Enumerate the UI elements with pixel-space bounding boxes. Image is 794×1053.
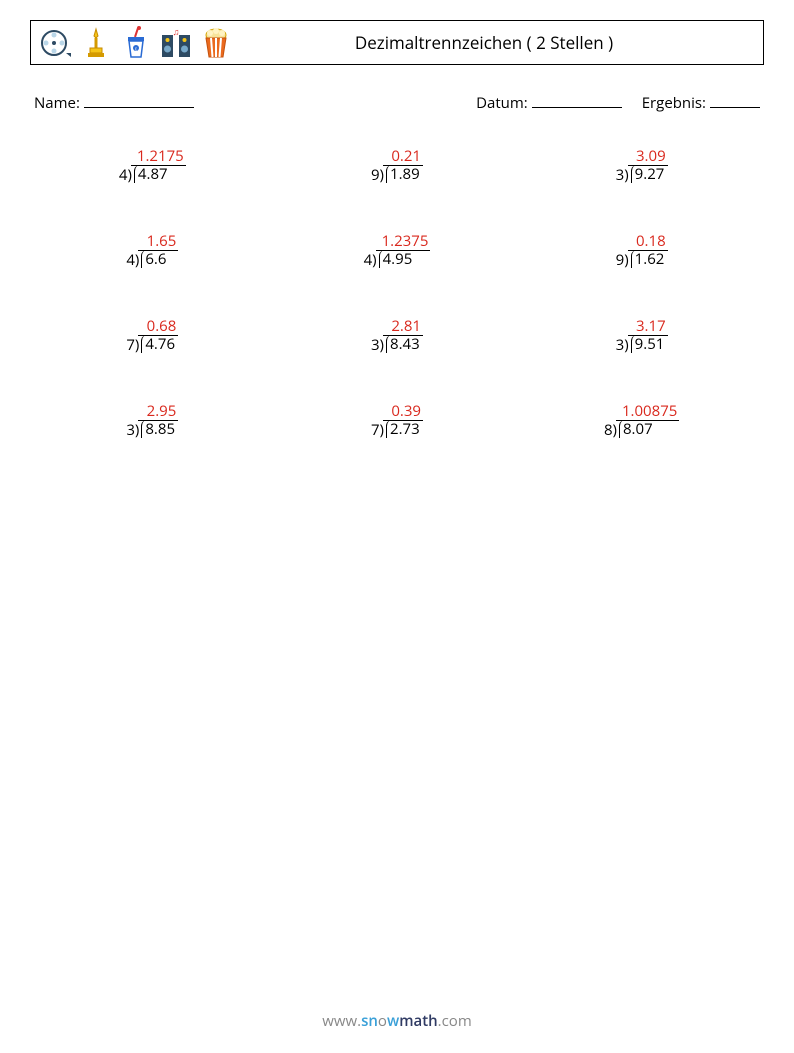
footer-sn: sn — [361, 1011, 378, 1031]
popcorn-icon — [199, 26, 233, 60]
divisor: 9) — [616, 251, 631, 269]
dividend: 1.62 — [635, 249, 667, 269]
header-box: c ♫ — [30, 20, 764, 65]
problem: 2.813)8.43 — [275, 317, 520, 354]
problem: 3.173)9.51 — [519, 317, 764, 354]
footer-www: www. — [322, 1011, 361, 1031]
date-label: Datum: — [476, 93, 528, 113]
footer-com: .com — [438, 1011, 472, 1031]
problem: 1.23754)4.95 — [275, 232, 520, 269]
divisor: 8) — [604, 421, 619, 439]
problem: 0.397)2.73 — [275, 402, 520, 439]
problem: 3.093)9.27 — [519, 147, 764, 184]
problem: 1.008758)8.07 — [519, 402, 764, 439]
result-label: Ergebnis: — [642, 93, 706, 113]
info-line: Name: Datum: Ergebnis: — [30, 93, 764, 113]
divisor: 3) — [371, 336, 386, 354]
header-icons: c ♫ — [39, 26, 233, 60]
footer-w: w — [387, 1011, 399, 1031]
divisor: 3) — [616, 336, 631, 354]
soda-cup-icon: c — [119, 26, 153, 60]
name-blank — [84, 107, 194, 108]
dividend: 4.95 — [383, 249, 415, 269]
divisor: 3) — [126, 421, 141, 439]
problems-grid: 1.21754)4.870.219)1.893.093)9.27 1.654)6.… — [30, 147, 764, 439]
footer-o: o — [378, 1011, 387, 1031]
problem: 1.654)6.6 — [30, 232, 275, 269]
dividend: 8.07 — [623, 419, 655, 439]
name-label: Name: — [34, 93, 80, 113]
dividend: 4.87 — [138, 164, 170, 184]
divisor: 4) — [126, 251, 141, 269]
dividend: 9.51 — [635, 334, 667, 354]
problem: 0.189)1.62 — [519, 232, 764, 269]
divisor: 4) — [364, 251, 379, 269]
dividend: 8.43 — [390, 334, 422, 354]
speakers-icon: ♫ — [159, 26, 193, 60]
dividend: 1.89 — [390, 164, 422, 184]
svg-text:♫: ♫ — [173, 26, 180, 38]
film-reel-icon — [39, 26, 73, 60]
footer-math: math — [399, 1011, 437, 1031]
problem: 0.687)4.76 — [30, 317, 275, 354]
footer-url: www.snowmath.com — [0, 1011, 794, 1031]
worksheet-title: Dezimaltrennzeichen ( 2 Stellen ) — [233, 31, 755, 54]
date-blank — [532, 107, 622, 108]
divisor: 7) — [126, 336, 141, 354]
dividend: 4.76 — [145, 334, 177, 354]
result-blank — [710, 107, 760, 108]
problem: 2.953)8.85 — [30, 402, 275, 439]
divisor: 9) — [371, 166, 386, 184]
divisor: 3) — [616, 166, 631, 184]
divisor: 7) — [371, 421, 386, 439]
dividend: 2.73 — [390, 419, 422, 439]
dividend: 9.27 — [635, 164, 667, 184]
dividend: 6.6 — [145, 249, 168, 269]
problem: 0.219)1.89 — [275, 147, 520, 184]
divisor: 4) — [119, 166, 134, 184]
trophy-icon — [79, 26, 113, 60]
problem: 1.21754)4.87 — [30, 147, 275, 184]
dividend: 8.85 — [145, 419, 177, 439]
